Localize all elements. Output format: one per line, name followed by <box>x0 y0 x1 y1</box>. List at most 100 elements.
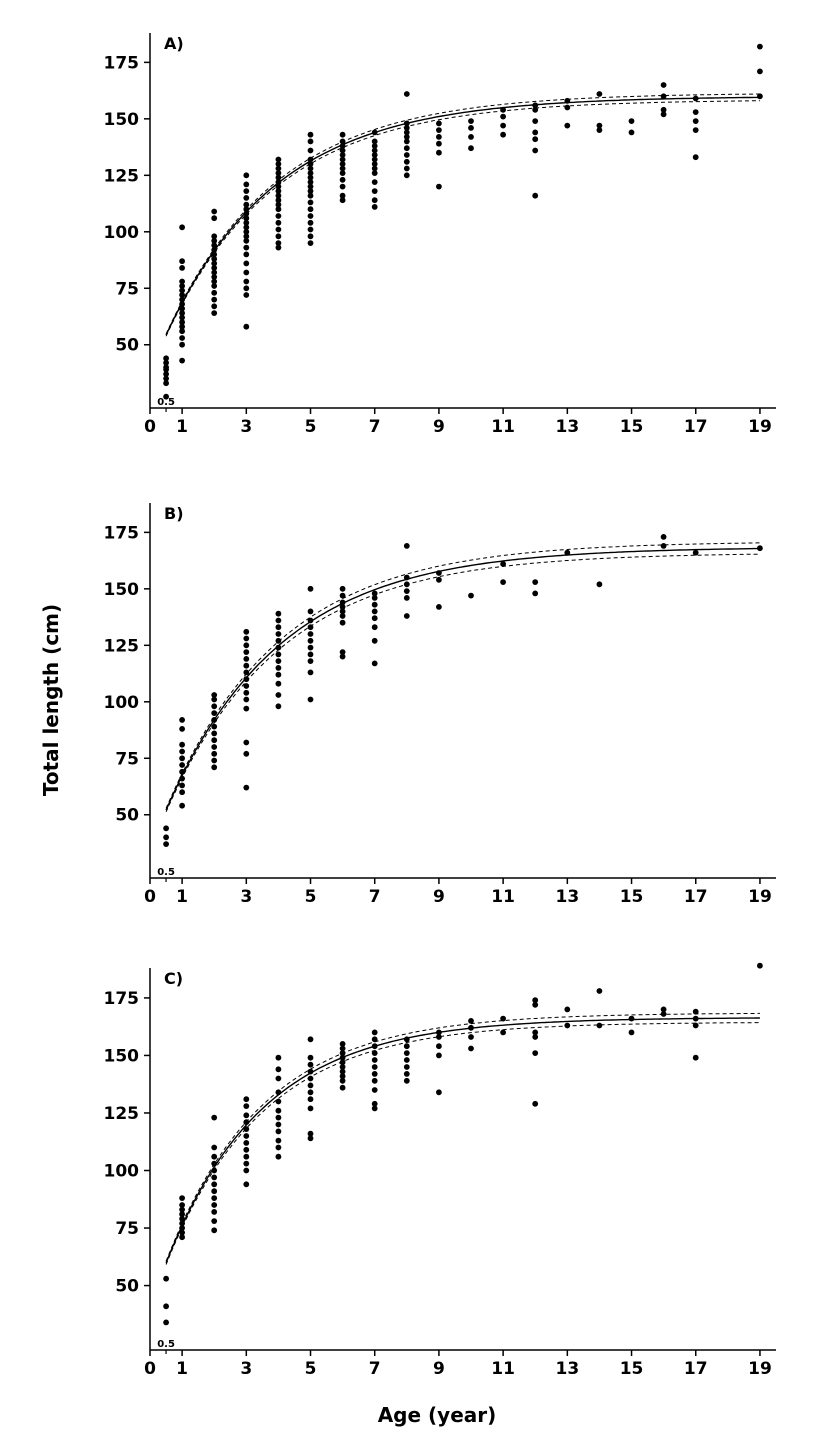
data-point <box>564 1022 571 1029</box>
data-point <box>403 125 410 131</box>
data-point <box>179 802 186 809</box>
data-point <box>275 1089 282 1096</box>
data-point <box>339 156 346 163</box>
data-point <box>596 127 603 133</box>
data-point <box>211 764 218 771</box>
data-point <box>243 1146 250 1153</box>
x-tick-label: 5 <box>305 887 317 907</box>
data-point <box>371 129 378 136</box>
data-point <box>371 197 378 204</box>
data-point <box>339 170 346 177</box>
data-point <box>692 109 699 115</box>
data-point <box>436 149 442 156</box>
x-tick-label: 13 <box>555 887 579 907</box>
data-point <box>307 1075 314 1082</box>
data-point <box>500 561 506 567</box>
data-point <box>339 1045 346 1052</box>
data-point <box>757 43 763 50</box>
panel-label: B) <box>164 504 184 523</box>
data-point <box>371 608 378 615</box>
data-point <box>371 1057 378 1063</box>
data-point <box>179 314 186 321</box>
data-point <box>339 1050 346 1056</box>
data-point <box>339 608 346 615</box>
data-point <box>403 145 410 152</box>
y-tick-label: 125 <box>104 1104 140 1124</box>
data-point <box>564 104 571 111</box>
data-point <box>500 106 506 113</box>
y-tick-label: 125 <box>104 636 140 656</box>
data-point <box>532 579 539 585</box>
data-point <box>163 393 170 400</box>
x-tick-label: 17 <box>684 887 708 907</box>
data-point <box>179 287 186 294</box>
data-point <box>692 127 699 133</box>
data-point <box>307 1054 314 1061</box>
data-point <box>339 1064 346 1070</box>
data-point <box>243 1133 250 1139</box>
data-point <box>275 637 282 644</box>
data-point <box>307 624 314 631</box>
y-axis-title: Total length (cm) <box>39 604 63 796</box>
data-point <box>403 91 410 97</box>
data-point <box>339 147 346 154</box>
data-point <box>275 1066 282 1073</box>
data-point <box>275 1098 282 1105</box>
data-point <box>307 608 314 615</box>
data-point <box>403 581 410 588</box>
data-point <box>211 1209 218 1215</box>
data-point <box>339 1077 346 1084</box>
data-point <box>275 183 282 190</box>
data-point <box>275 1107 282 1114</box>
data-point <box>436 127 442 133</box>
data-point <box>532 129 539 136</box>
data-point <box>275 1144 282 1151</box>
data-point <box>468 145 474 152</box>
data-point <box>596 1022 603 1029</box>
data-point <box>179 1229 186 1236</box>
data-point <box>436 120 442 127</box>
data-point <box>163 834 170 841</box>
data-point <box>243 635 250 642</box>
data-point <box>532 1034 539 1040</box>
data-point <box>211 1202 218 1208</box>
data-point <box>692 549 699 556</box>
data-point <box>307 233 314 240</box>
data-point <box>500 113 506 120</box>
fitted-growth-line <box>165 547 760 811</box>
data-point <box>532 118 539 124</box>
data-point <box>403 165 410 172</box>
data-point <box>660 543 667 549</box>
data-point <box>339 1054 346 1061</box>
data-point <box>307 1082 314 1089</box>
data-point <box>307 631 314 637</box>
data-point <box>211 256 218 262</box>
data-point <box>339 1073 346 1080</box>
data-point <box>339 131 346 138</box>
data-point <box>243 662 250 669</box>
data-point <box>243 1140 250 1146</box>
ci-lower-line <box>165 100 760 337</box>
data-point <box>243 228 250 235</box>
data-point <box>211 744 218 750</box>
data-point <box>339 176 346 183</box>
data-point <box>243 292 250 298</box>
y-tick-label: 75 <box>115 1219 139 1239</box>
ci-lower-line <box>165 553 760 813</box>
data-point <box>211 1153 218 1160</box>
data-point <box>211 274 218 280</box>
data-point <box>211 283 218 289</box>
data-point <box>436 604 442 610</box>
data-point <box>500 122 506 129</box>
data-point <box>211 710 218 716</box>
data-point <box>243 628 250 635</box>
data-point <box>243 656 250 662</box>
data-point <box>692 95 699 102</box>
data-point <box>211 215 218 222</box>
data-point <box>307 617 314 624</box>
fitted-growth-line <box>165 96 760 336</box>
data-point <box>243 1119 250 1126</box>
data-point <box>564 549 571 556</box>
data-point <box>339 192 346 199</box>
